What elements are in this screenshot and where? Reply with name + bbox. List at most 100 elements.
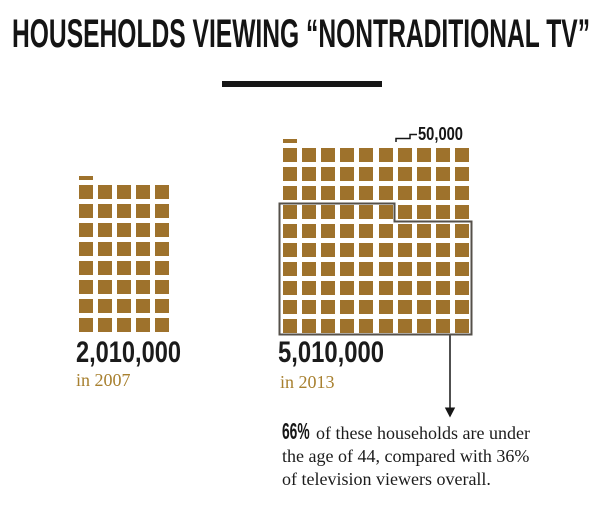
waffle-square (136, 223, 151, 237)
waffle-square (321, 281, 336, 295)
waffle-square (283, 205, 297, 219)
waffle-square (117, 223, 132, 237)
waffle-square (117, 299, 132, 313)
waffle-square (378, 186, 393, 200)
waffle-square (136, 242, 151, 256)
waffle-square (397, 148, 412, 162)
waffle-square (397, 243, 412, 257)
waffle-partial-square (79, 176, 93, 180)
waffle-square (340, 224, 355, 238)
waffle-square (155, 185, 170, 199)
waffle-square (98, 204, 113, 218)
waffle-square (435, 243, 450, 257)
annotation-line-1: 66% of these households are under (282, 420, 554, 445)
waffle-square (283, 262, 297, 276)
waffle-square (397, 262, 412, 276)
waffle-square (454, 243, 469, 257)
waffle-square (397, 224, 412, 238)
annotation-arrow-head-icon (444, 407, 456, 418)
waffle-square (302, 205, 317, 219)
waffle-square (454, 167, 469, 181)
waffle-square (378, 300, 393, 314)
waffle-square (302, 281, 317, 295)
waffle-square (321, 300, 336, 314)
waffle-square (378, 205, 393, 219)
waffle-square (283, 224, 297, 238)
waffle-square (340, 300, 355, 314)
waffle-square (378, 167, 393, 181)
waffle-square (340, 186, 355, 200)
waffle-square (302, 319, 317, 333)
waffle-square (136, 299, 151, 313)
waffle-square (302, 243, 317, 257)
waffle-square (117, 204, 132, 218)
waffle-square (416, 319, 431, 333)
waffle-square (416, 262, 431, 276)
waffle-square (359, 262, 374, 276)
value-label-2013: 5,010,000 (278, 336, 384, 369)
waffle-square (378, 148, 393, 162)
caption-2007: in 2007 (76, 370, 131, 390)
waffle-square (302, 300, 317, 314)
waffle-square (98, 185, 113, 199)
waffle-square (302, 148, 317, 162)
waffle-square (79, 185, 93, 199)
waffle-square (416, 205, 431, 219)
waffle-square (155, 223, 170, 237)
waffle-square (321, 167, 336, 181)
waffle-square (340, 205, 355, 219)
waffle-square (454, 148, 469, 162)
waffle-square (416, 281, 431, 295)
waffle-square (155, 204, 170, 218)
waffle-square (283, 167, 297, 181)
waffle-square (435, 186, 450, 200)
waffle-square (302, 167, 317, 181)
waffle-square (454, 224, 469, 238)
waffle-square (321, 262, 336, 276)
waffle-square (435, 300, 450, 314)
waffle-square (117, 280, 132, 294)
annotation-text-1: of these households are under (316, 423, 530, 443)
waffle-square (359, 148, 374, 162)
waffle-square (283, 148, 297, 162)
waffle-square (397, 186, 412, 200)
waffle-square (302, 224, 317, 238)
waffle-square (79, 261, 93, 275)
waffle-square (416, 300, 431, 314)
waffle-square (98, 318, 113, 332)
waffle-square (416, 148, 431, 162)
annotation-lead-wrap: 66% (282, 420, 316, 445)
waffle-square (435, 224, 450, 238)
waffle-square (155, 261, 170, 275)
annotation-text-3: of television viewers overall. (282, 469, 491, 489)
waffle-square (359, 281, 374, 295)
waffle-square (454, 319, 469, 333)
waffle-square (397, 167, 412, 181)
waffle-square (359, 224, 374, 238)
caption-2013: in 2013 (280, 372, 335, 392)
waffle-square (435, 262, 450, 276)
waffle-square (155, 242, 170, 256)
annotation: 66% of these households are under the age… (282, 420, 554, 491)
waffle-square (283, 281, 297, 295)
waffle-square (283, 319, 297, 333)
waffle-square (359, 243, 374, 257)
waffle-square (155, 318, 170, 332)
waffle-square (359, 319, 374, 333)
waffle-square (136, 261, 151, 275)
waffle-square (454, 281, 469, 295)
waffle-square (378, 262, 393, 276)
waffle-square (136, 185, 151, 199)
waffle-square (397, 205, 412, 219)
waffle-square (155, 280, 170, 294)
waffle-square (378, 224, 393, 238)
waffle-square (283, 243, 297, 257)
title-underline-rule (222, 81, 382, 87)
waffle-square (397, 281, 412, 295)
annotation-text-2: the age of 44, compared with 36% (282, 446, 530, 466)
waffle-square (340, 319, 355, 333)
waffle-square (321, 243, 336, 257)
waffle-square (98, 242, 113, 256)
waffle-square (117, 185, 132, 199)
